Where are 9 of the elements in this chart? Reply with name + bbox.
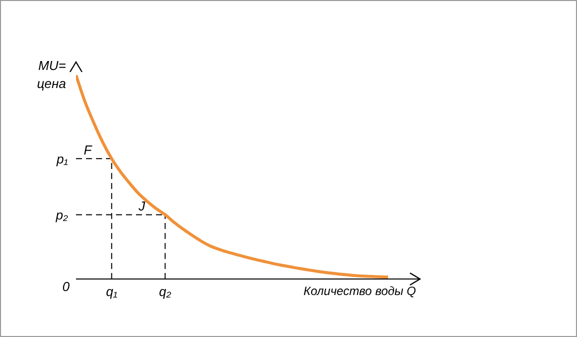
text: 0 — [62, 279, 70, 294]
y-axis-title: MU= цена — [36, 58, 66, 91]
annotation: J — [138, 198, 146, 214]
ref-line-label: p₁ — [56, 151, 68, 166]
x-tick-label: q₂ — [159, 284, 172, 300]
ref-line-label: p₂ — [54, 207, 68, 222]
x-tick-label: q₁ — [106, 284, 118, 300]
x-axis-title: Количество воды Q — [304, 284, 416, 298]
annotation: F — [84, 142, 93, 158]
